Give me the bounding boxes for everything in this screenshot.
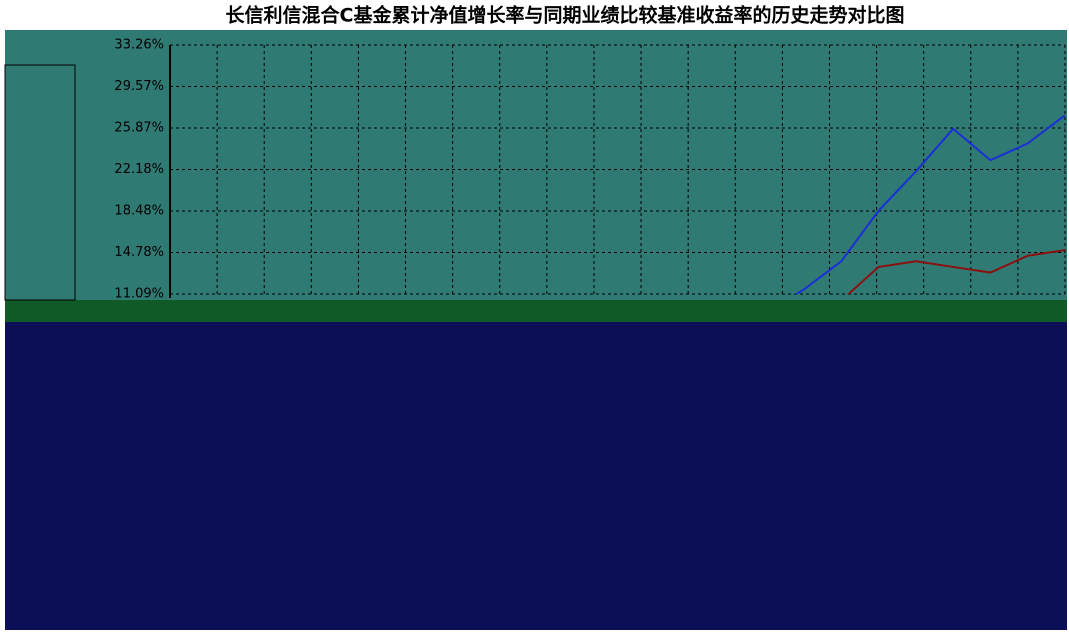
band xyxy=(5,300,1067,322)
lower-panel xyxy=(5,302,1067,630)
y-tick-label: 14.78% xyxy=(114,245,164,260)
y-tick-label: 25.87% xyxy=(114,121,164,136)
y-tick-label: 11.09% xyxy=(114,287,164,302)
y-tick-label: 33.26% xyxy=(114,38,164,53)
y-tick-label: 18.48% xyxy=(114,204,164,219)
series-line xyxy=(847,249,1065,294)
inset-panel xyxy=(4,64,76,301)
chart-title: 长信利信混合C基金累计净值增长率与同期业绩比较基准收益率的历史走势对比图 xyxy=(226,4,905,27)
y-tick-label: 22.18% xyxy=(114,162,164,177)
series-line xyxy=(794,114,1065,294)
plot-background xyxy=(5,30,1067,302)
y-tick-label: 29.57% xyxy=(114,79,164,94)
